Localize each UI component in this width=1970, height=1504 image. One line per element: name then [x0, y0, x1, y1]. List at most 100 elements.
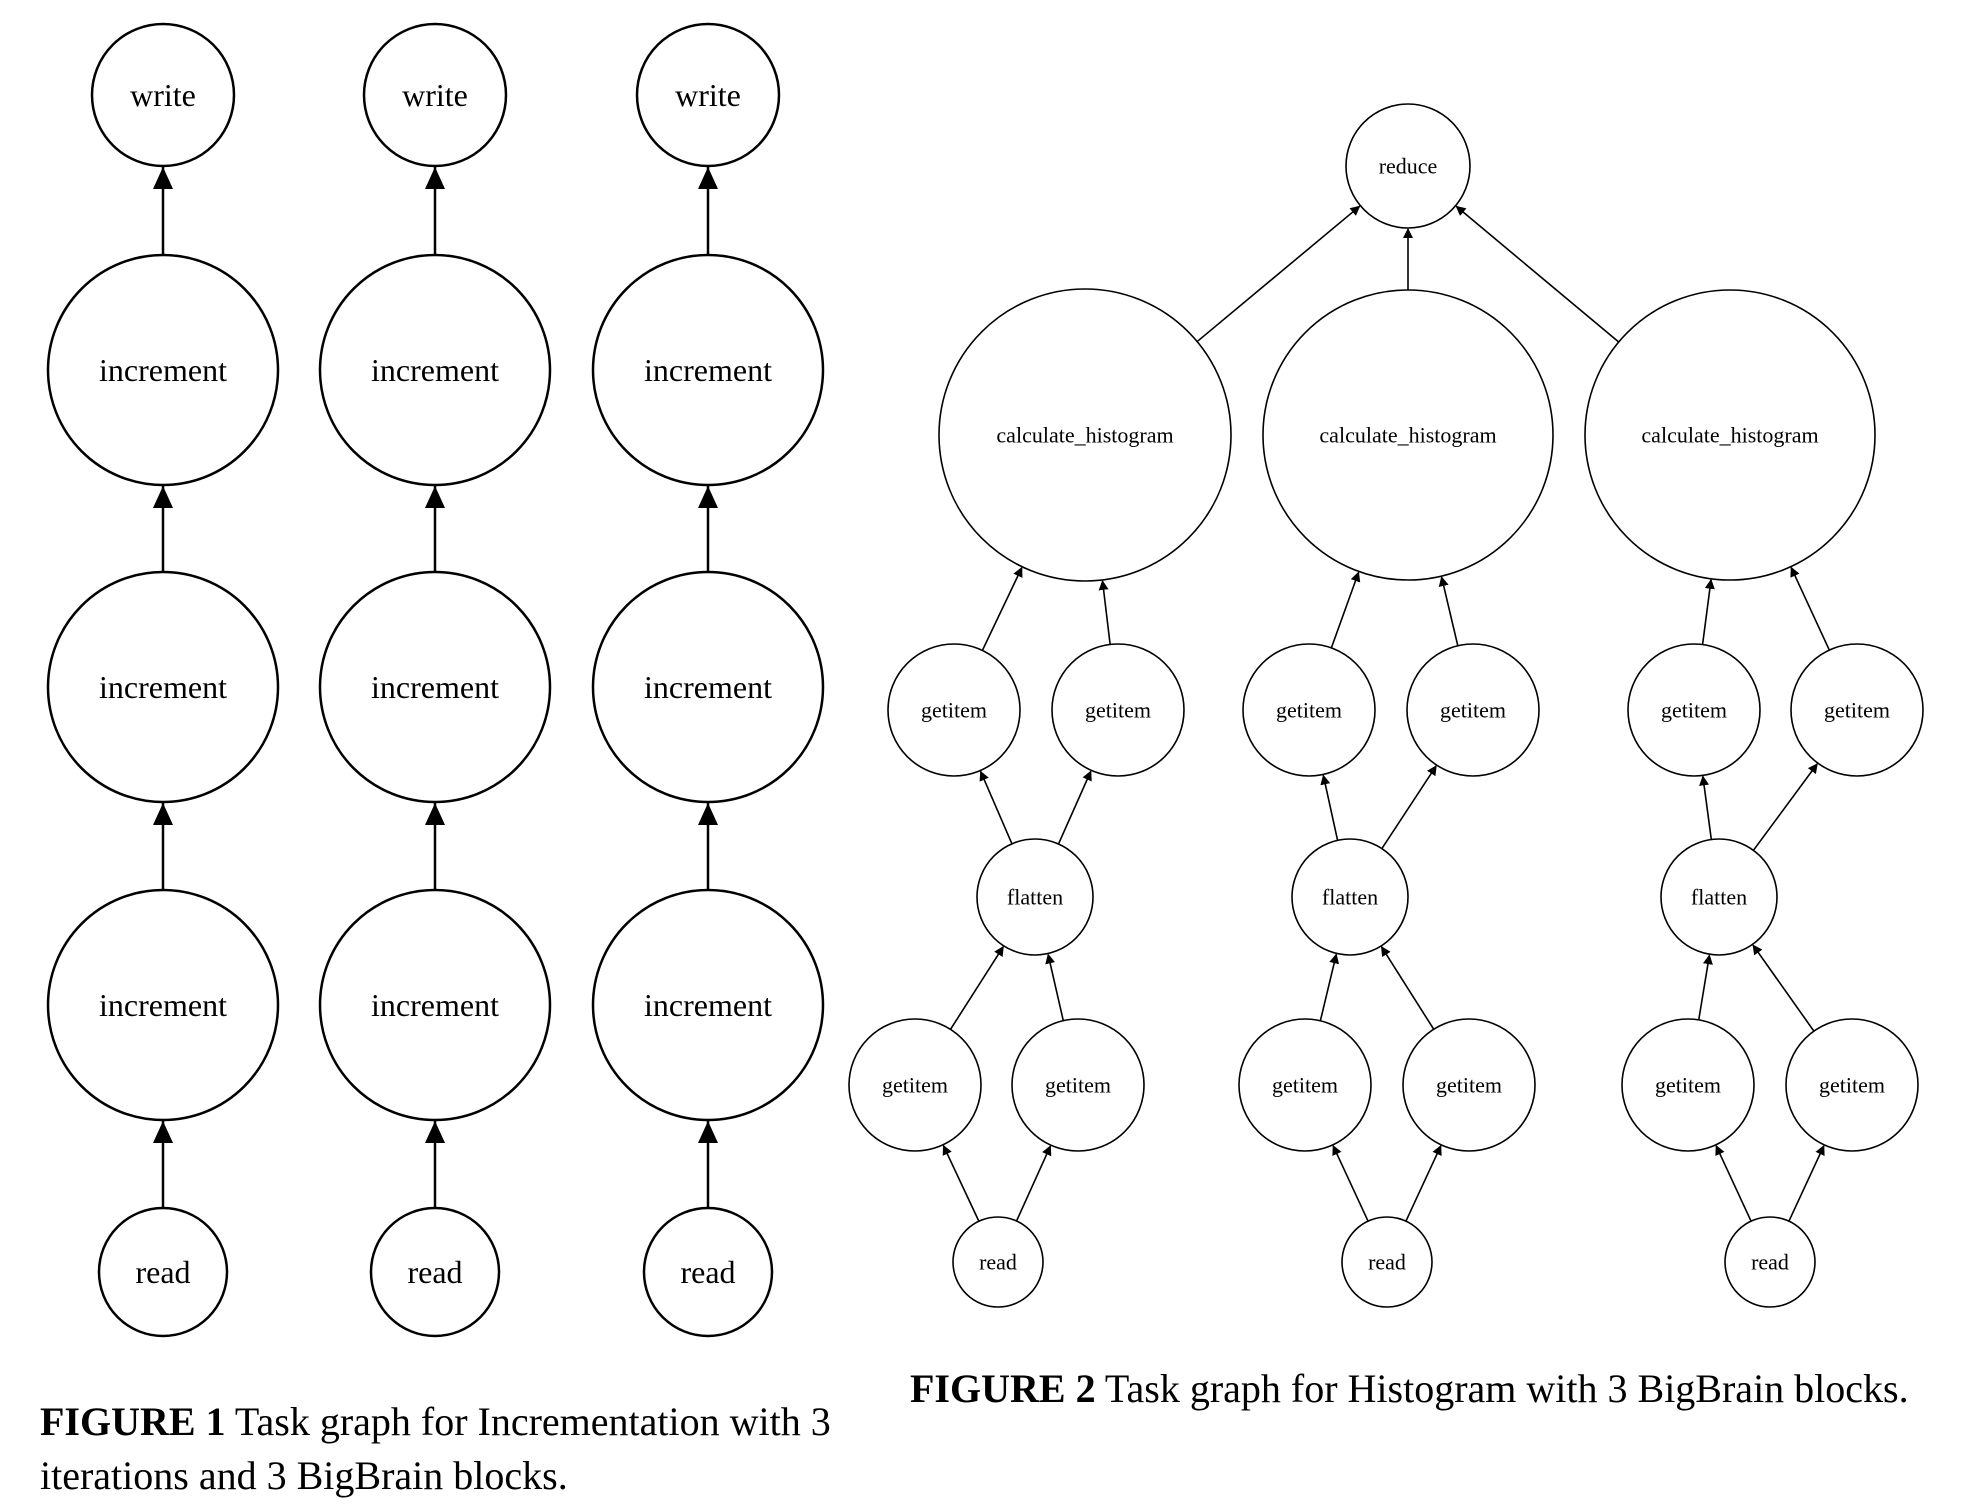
- fig1-node-increment-col2-level3-label: increment: [371, 669, 499, 705]
- fig2-node-calculate-histogram-3-label: calculate_histogram: [1641, 423, 1818, 448]
- fig1-node-write-col3-level5: write: [635, 22, 781, 168]
- fig2-node-getitem-high-b-2-circle: [1406, 643, 1540, 777]
- fig1-node-increment-col1-level2-label: increment: [99, 987, 227, 1023]
- fig2-node-getitem-high-a-2: getitem: [1242, 643, 1376, 777]
- figure-2-caption: FIGURE 2 Task graph for Histogram with 3…: [910, 1362, 1950, 1416]
- fig2-node-getitem-high-b-1: getitem: [1051, 643, 1185, 777]
- fig2-node-calculate-histogram-1-label: calculate_histogram: [996, 423, 1173, 448]
- fig2-node-getitem-low-a-1-label: getitem: [882, 1073, 948, 1098]
- figure-1-task-graph: read increment increment increment write read…: [46, 22, 825, 1338]
- fig2-node-getitem-low-b-2-circle: [1402, 1018, 1536, 1152]
- fig2-node-getitem-low-b-1-label: getitem: [1045, 1073, 1111, 1098]
- fig2-node-getitem-high-a-2-circle: [1242, 643, 1376, 777]
- fig2-arrow-histogram-reduce-1: [1196, 205, 1361, 343]
- fig2-node-getitem-low-a-1-circle: [848, 1018, 982, 1152]
- fig2-arrow-getitem-a-flatten-3: [1697, 954, 1713, 1021]
- figure-1-caption: FIGURE 1 Task graph for Incrementation w…: [40, 1395, 840, 1503]
- fig2-node-read-1: read: [952, 1216, 1044, 1308]
- fig2-node-flatten-1: flatten: [976, 838, 1094, 956]
- fig2-node-getitem-low-b-3: getitem: [1785, 1018, 1919, 1152]
- fig2-node-getitem-high-b-2: getitem: [1406, 643, 1540, 777]
- fig2-node-getitem-low-a-3: getitem: [1621, 1018, 1755, 1152]
- fig1-node-write-col2-level5: write: [362, 22, 508, 168]
- fig2-arrow-getitem-b-flatten-2: [1380, 946, 1435, 1030]
- fig2-node-getitem-high-a-3: getitem: [1627, 643, 1761, 777]
- fig2-node-getitem-high-b-3-circle: [1790, 643, 1924, 777]
- fig2-node-read-2: read: [1341, 1216, 1433, 1308]
- fig1-node-write-col1-level5: write: [90, 22, 236, 168]
- fig2-node-read-3: read: [1724, 1216, 1816, 1308]
- fig2-node-getitem-low-a-2: getitem: [1238, 1018, 1372, 1152]
- figure-1-caption-label: FIGURE 1: [40, 1399, 226, 1444]
- fig1-node-read-col1-level1: read: [97, 1206, 229, 1338]
- fig2-arrow-getitem-b-flatten-3: [1752, 944, 1815, 1032]
- fig2-arrow-read-getitem-a-3: [1715, 1144, 1752, 1222]
- fig1-node-read-col3-level1: read: [642, 1206, 774, 1338]
- fig2-node-getitem-low-a-3-label: getitem: [1655, 1073, 1721, 1098]
- fig2-node-calculate-histogram-2-label: calculate_histogram: [1319, 423, 1496, 448]
- fig1-node-increment-col1-level4-label: increment: [99, 352, 227, 388]
- fig2-node-getitem-low-b-2-label: getitem: [1436, 1073, 1502, 1098]
- fig2-node-read-2-label: read: [1368, 1250, 1406, 1275]
- fig2-node-calculate-histogram-2: calculate_histogram: [1262, 289, 1554, 581]
- fig1-node-increment-col1-level2: increment: [46, 888, 280, 1122]
- fig1-node-read-col1-level1-label: read: [135, 1254, 190, 1290]
- fig1-node-read-col3-level1-label: read: [680, 1254, 735, 1290]
- fig1-node-increment-col2-level2: increment: [318, 888, 552, 1122]
- fig2-node-getitem-low-a-2-circle: [1238, 1018, 1372, 1152]
- fig2-node-read-1-label: read: [979, 1250, 1017, 1275]
- fig2-arrow-histogram-reduce-3: [1455, 205, 1620, 343]
- fig2-node-reduce-label: reduce: [1379, 154, 1438, 179]
- fig2-node-flatten-1-circle: [976, 838, 1094, 956]
- fig2-node-getitem-high-a-3-circle: [1627, 643, 1761, 777]
- fig2-node-getitem-low-b-3-label: getitem: [1819, 1073, 1885, 1098]
- fig2-arrow-getitem-b-flatten-1: [1045, 953, 1065, 1021]
- fig1-node-increment-col1-level4: increment: [46, 253, 280, 487]
- figure-2-task-graph: reduce read getitem getitem flatten getitem ge…: [848, 103, 1924, 1308]
- fig1-node-increment-col2-level4-label: increment: [371, 352, 499, 388]
- fig1-node-write-col2-level5-circle: [362, 22, 508, 168]
- fig1-node-increment-col2-level4: increment: [318, 253, 552, 487]
- fig2-node-getitem-low-a-1: getitem: [848, 1018, 982, 1152]
- fig2-node-flatten-2-label: flatten: [1322, 885, 1378, 910]
- fig2-node-read-2-circle: [1341, 1216, 1433, 1308]
- fig1-node-increment-col2-level3: increment: [318, 570, 552, 804]
- fig2-node-getitem-high-b-3: getitem: [1790, 643, 1924, 777]
- fig2-arrow-getitem-b-histogram-3: [1790, 566, 1831, 651]
- fig2-arrow-getitem-a-histogram-2: [1330, 571, 1361, 649]
- fig1-node-increment-col3-level2: increment: [591, 888, 825, 1122]
- fig1-node-increment-col3-level2-label: increment: [644, 987, 772, 1023]
- fig2-node-calculate-histogram-1-circle: [938, 288, 1232, 582]
- fig2-arrow-read-getitem-a-2: [1332, 1144, 1369, 1222]
- fig2-node-calculate-histogram-3: calculate_histogram: [1584, 289, 1876, 581]
- fig2-arrow-flatten-getitem-b-2: [1381, 765, 1437, 849]
- fig1-node-increment-col3-level4-label: increment: [644, 352, 772, 388]
- fig2-node-getitem-high-b-2-label: getitem: [1440, 698, 1506, 723]
- fig2-node-calculate-histogram-3-circle: [1584, 289, 1876, 581]
- fig2-arrow-read-getitem-a-1: [942, 1144, 980, 1222]
- fig2-node-flatten-1-label: flatten: [1007, 885, 1063, 910]
- fig1-node-read-col2-level1-label: read: [407, 1254, 462, 1290]
- fig1-node-increment-col3-level4: increment: [591, 253, 825, 487]
- fig2-node-getitem-low-b-2: getitem: [1402, 1018, 1536, 1152]
- fig2-node-getitem-high-a-1: getitem: [887, 643, 1021, 777]
- fig2-node-calculate-histogram-1: calculate_histogram: [938, 288, 1232, 582]
- fig2-arrow-flatten-getitem-b-1: [1057, 770, 1092, 845]
- fig1-node-increment-col2-level2-label: increment: [371, 987, 499, 1023]
- fig1-node-write-col2-level5-label: write: [402, 77, 468, 113]
- fig2-node-flatten-2: flatten: [1291, 838, 1409, 956]
- figure-2-caption-label: FIGURE 2: [910, 1366, 1096, 1411]
- fig2-node-read-3-label: read: [1751, 1250, 1789, 1275]
- fig2-node-getitem-high-a-1-label: getitem: [921, 698, 987, 723]
- fig2-arrow-getitem-a-histogram-3: [1701, 578, 1715, 645]
- fig2-node-getitem-low-a-3-circle: [1621, 1018, 1755, 1152]
- fig2-node-getitem-low-b-1-circle: [1011, 1018, 1145, 1152]
- fig2-arrow-getitem-a-flatten-1: [949, 945, 1004, 1030]
- fig2-node-flatten-2-circle: [1291, 838, 1409, 956]
- fig2-arrow-getitem-a-flatten-2: [1319, 953, 1340, 1021]
- fig1-node-increment-col1-level3: increment: [46, 570, 280, 804]
- fig2-arrow-flatten-getitem-b-3: [1752, 763, 1818, 851]
- fig1-node-read-col2-level1: read: [369, 1206, 501, 1338]
- fig2-arrow-flatten-getitem-a-2: [1320, 774, 1339, 841]
